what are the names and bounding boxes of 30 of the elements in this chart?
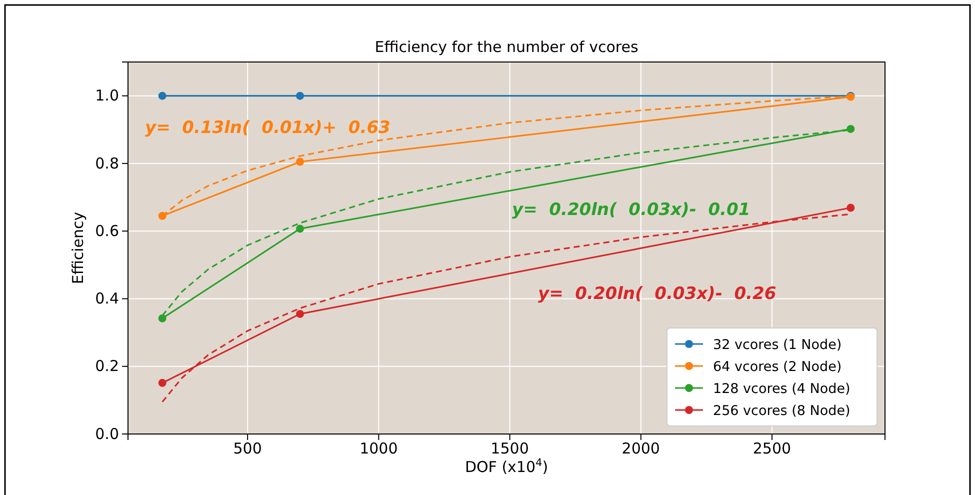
y-axis-title: Efficiency bbox=[69, 212, 87, 284]
x-tick-label: 2500 bbox=[752, 440, 792, 458]
annotation: y= 0.20ln( 0.03x)- 0.26 bbox=[538, 284, 776, 304]
y-tick-label: 0.4 bbox=[95, 290, 119, 308]
point bbox=[846, 204, 855, 212]
chart-title: Efficiency for the number of vcores bbox=[374, 38, 638, 56]
x-axis-title: DOF (x10$^{4}$) bbox=[464, 457, 548, 476]
annotation: y= 0.20ln( 0.03x)- 0.01 bbox=[512, 200, 750, 220]
x-tick-label: 1500 bbox=[490, 440, 529, 458]
annotation: y= 0.13ln( 0.01x)+ 0.63 bbox=[145, 118, 390, 138]
point bbox=[296, 92, 304, 100]
point bbox=[296, 158, 304, 166]
y-tick-label: 0.2 bbox=[95, 357, 119, 376]
legend-label: 32 vcores (1 Node) bbox=[713, 337, 842, 353]
legend-label: 64 vcores (2 Node) bbox=[713, 359, 842, 375]
x-tick-label: 2000 bbox=[622, 440, 660, 458]
point bbox=[158, 92, 166, 100]
y-tick-label: 0.6 bbox=[95, 222, 119, 240]
point bbox=[158, 378, 166, 387]
y-tick-label: 0.8 bbox=[95, 154, 119, 172]
point bbox=[158, 314, 166, 322]
point bbox=[296, 224, 304, 233]
x-tick-label: 1000 bbox=[360, 440, 398, 458]
y-tick-label: 0.0 bbox=[95, 424, 119, 443]
y-tick-label: 1.0 bbox=[95, 86, 119, 105]
legend-label: 128 vcores (4 Node) bbox=[713, 381, 850, 397]
point bbox=[296, 310, 304, 318]
point bbox=[846, 124, 855, 133]
x-tick-label: 500 bbox=[233, 440, 262, 458]
legend-label: 256 vcores (8 Node) bbox=[713, 403, 850, 419]
